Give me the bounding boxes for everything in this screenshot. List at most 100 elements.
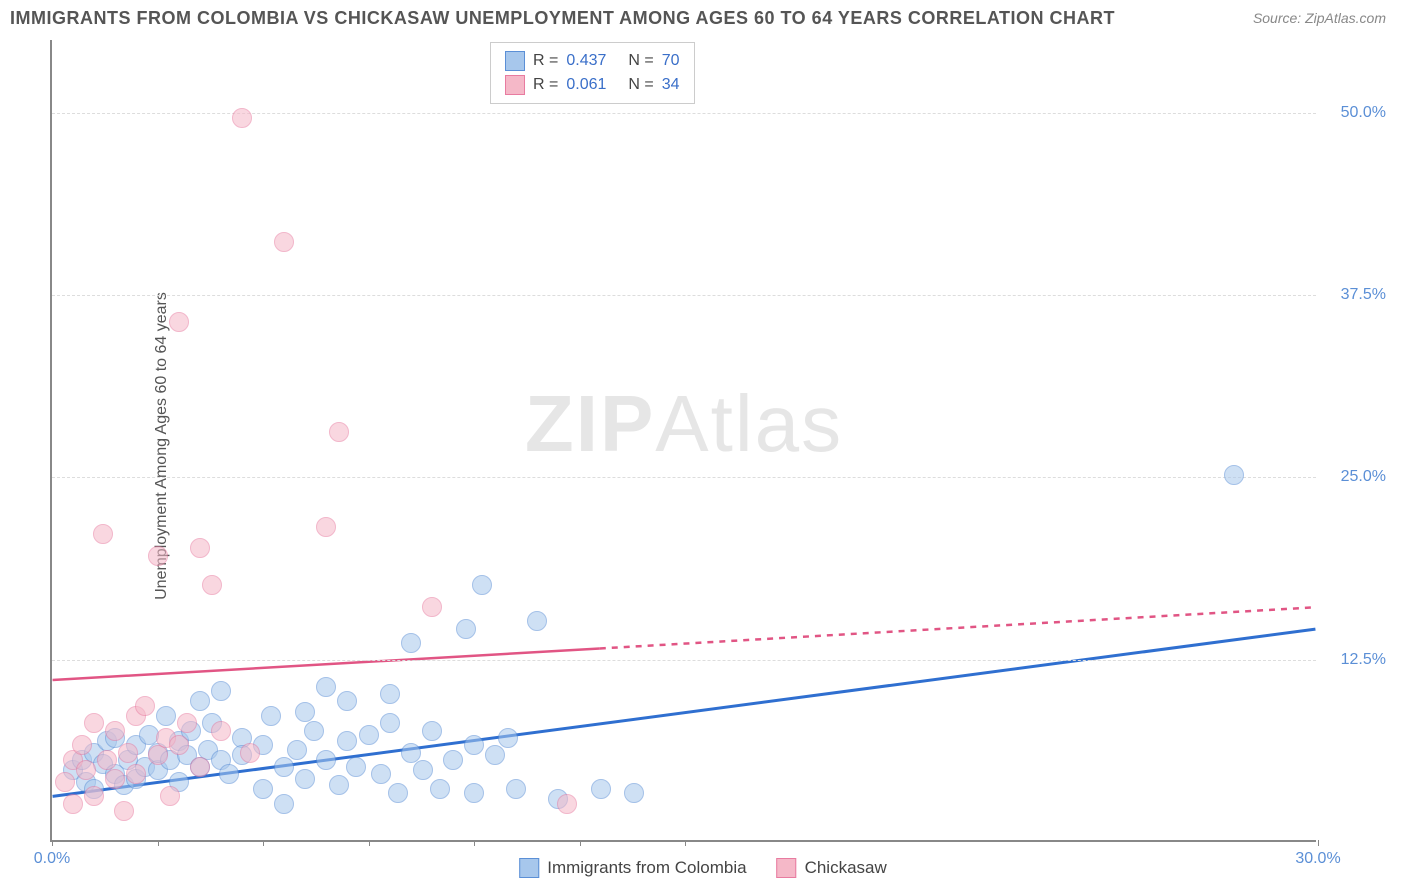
data-point [211,721,231,741]
data-point [232,108,252,128]
data-point [316,750,336,770]
data-point [1224,465,1244,485]
trend-line [53,648,600,680]
data-point [93,524,113,544]
data-point [76,760,96,780]
series-legend: Immigrants from Colombia Chickasaw [519,858,887,878]
data-point [591,779,611,799]
x-tick-mark [474,840,475,846]
data-point [464,735,484,755]
x-tick-mark [52,840,53,846]
source-label: Source: ZipAtlas.com [1253,10,1386,26]
data-point [337,691,357,711]
data-point [274,757,294,777]
legend-item: Chickasaw [777,858,887,878]
data-point [443,750,463,770]
legend-swatch [777,858,797,878]
y-tick-label: 37.5% [1341,286,1386,304]
data-point [557,794,577,814]
x-tick-mark [369,840,370,846]
legend-r-label: R = [533,73,558,97]
trend-line [53,629,1316,796]
data-point [177,713,197,733]
data-point [148,745,168,765]
gridline [52,295,1316,296]
data-point [498,728,518,748]
gridline [52,477,1316,478]
legend-label: Immigrants from Colombia [547,858,746,878]
data-point [456,619,476,639]
data-point [261,706,281,726]
data-point [211,681,231,701]
data-point [304,721,324,741]
data-point [240,743,260,763]
legend-swatch [505,51,525,71]
data-point [527,611,547,631]
data-point [55,772,75,792]
trend-lines [52,40,1316,840]
data-point [253,779,273,799]
y-tick-label: 12.5% [1341,651,1386,669]
data-point [388,783,408,803]
x-tick-mark [1318,840,1319,846]
data-point [114,801,134,821]
data-point [422,597,442,617]
gridline [52,660,1316,661]
data-point [135,696,155,716]
x-tick-label: 30.0% [1295,850,1340,868]
data-point [329,775,349,795]
data-point [190,757,210,777]
legend-r-value: 0.061 [566,73,606,97]
data-point [169,735,189,755]
legend-n-label: N = [628,49,653,73]
data-point [380,713,400,733]
x-tick-mark [263,840,264,846]
legend-item: Immigrants from Colombia [519,858,746,878]
y-tick-label: 50.0% [1341,104,1386,122]
data-point [126,764,146,784]
data-point [72,735,92,755]
data-point [97,750,117,770]
data-point [295,702,315,722]
x-tick-mark [580,840,581,846]
correlation-legend: R =0.437N =70R =0.061N =34 [490,42,695,104]
legend-r-label: R = [533,49,558,73]
data-point [624,783,644,803]
data-point [287,740,307,760]
data-point [156,706,176,726]
data-point [337,731,357,751]
data-point [148,546,168,566]
data-point [413,760,433,780]
data-point [105,769,125,789]
data-point [380,684,400,704]
legend-r-value: 0.437 [566,49,606,73]
data-point [316,677,336,697]
data-point [401,743,421,763]
data-point [63,794,83,814]
legend-row: R =0.061N =34 [505,73,680,97]
data-point [464,783,484,803]
data-point [190,691,210,711]
data-point [169,312,189,332]
data-point [84,713,104,733]
data-point [346,757,366,777]
data-point [506,779,526,799]
legend-swatch [519,858,539,878]
plot-area: ZIPAtlas 12.5%25.0%37.5%50.0%0.0%30.0% [50,40,1316,842]
legend-n-value: 34 [662,73,680,97]
correlation-chart: IMMIGRANTS FROM COLOMBIA VS CHICKASAW UN… [0,0,1406,892]
data-point [430,779,450,799]
data-point [401,633,421,653]
legend-label: Chickasaw [805,858,887,878]
data-point [160,786,180,806]
legend-row: R =0.437N =70 [505,49,680,73]
data-point [295,769,315,789]
data-point [422,721,442,741]
data-point [190,538,210,558]
x-tick-mark [685,840,686,846]
data-point [84,786,104,806]
data-point [316,517,336,537]
data-point [359,725,379,745]
data-point [371,764,391,784]
data-point [329,422,349,442]
